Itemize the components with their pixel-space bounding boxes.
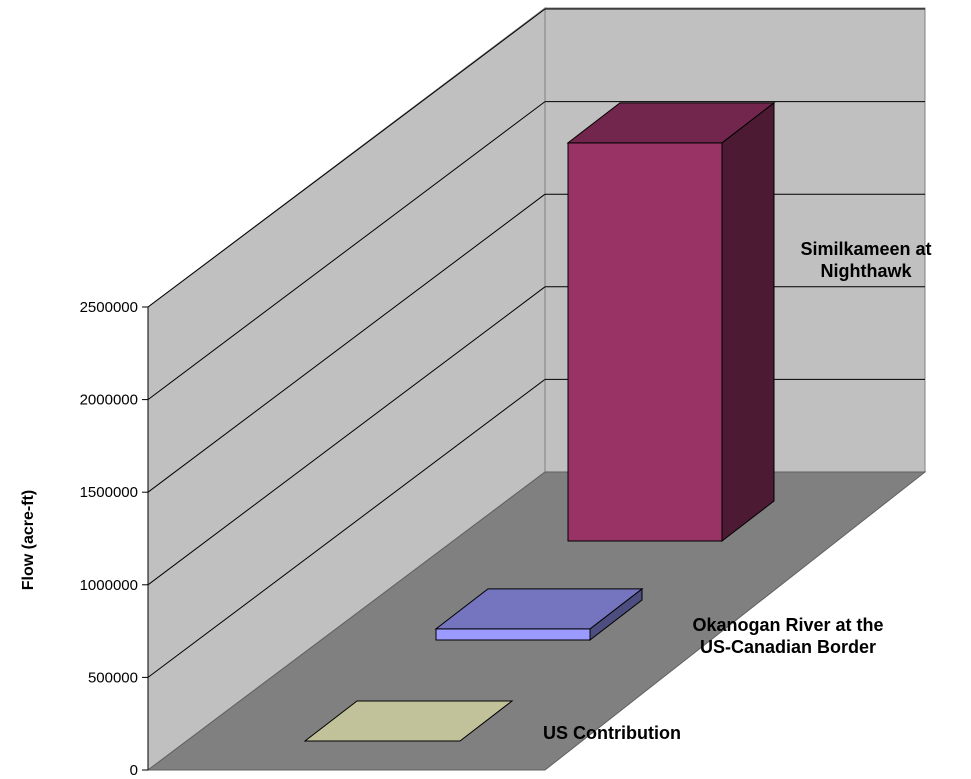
bar — [303, 700, 514, 742]
y-tick-label: 2500000 — [80, 299, 138, 316]
category-label-line: Nighthawk — [820, 261, 912, 281]
category-label: Similkameen at Nighthawk — [800, 239, 931, 281]
category-label-line: US-Canadian Border — [700, 637, 876, 657]
y-tick-label: 1000000 — [80, 577, 138, 594]
bar — [434, 587, 644, 642]
bars — [303, 101, 776, 742]
bar-top — [566, 102, 776, 144]
y-tick-label: 0 — [130, 762, 138, 779]
bar-top — [303, 700, 514, 742]
bar-front — [435, 628, 591, 641]
bar-front — [567, 142, 723, 542]
bar — [566, 101, 776, 543]
y-tick-label: 1500000 — [80, 484, 138, 501]
category-label-line: US Contribution — [543, 723, 681, 743]
y-tick-label: 500000 — [88, 669, 138, 686]
y-axis-label: Flow (acre-ft) — [20, 490, 37, 590]
category-label-line: Okanogan River at the — [692, 615, 883, 635]
gridline — [147, 193, 546, 493]
category-label: Okanogan River at the US-Canadian Border — [692, 615, 883, 657]
y-tick-label: 2000000 — [80, 392, 138, 409]
gridline — [147, 8, 546, 308]
gridline — [147, 286, 546, 586]
bar-top — [434, 588, 644, 630]
gridline — [147, 379, 546, 678]
category-label: US Contribution — [543, 723, 681, 743]
gridline — [147, 101, 546, 400]
bar-side — [721, 101, 775, 543]
category-labels: US Contribution Okanogan River at the US-C… — [543, 239, 932, 743]
category-label-line: Similkameen at — [800, 239, 931, 259]
y-axis: 0 500000 1000000 1500000 2000000 2500000 — [80, 299, 149, 779]
